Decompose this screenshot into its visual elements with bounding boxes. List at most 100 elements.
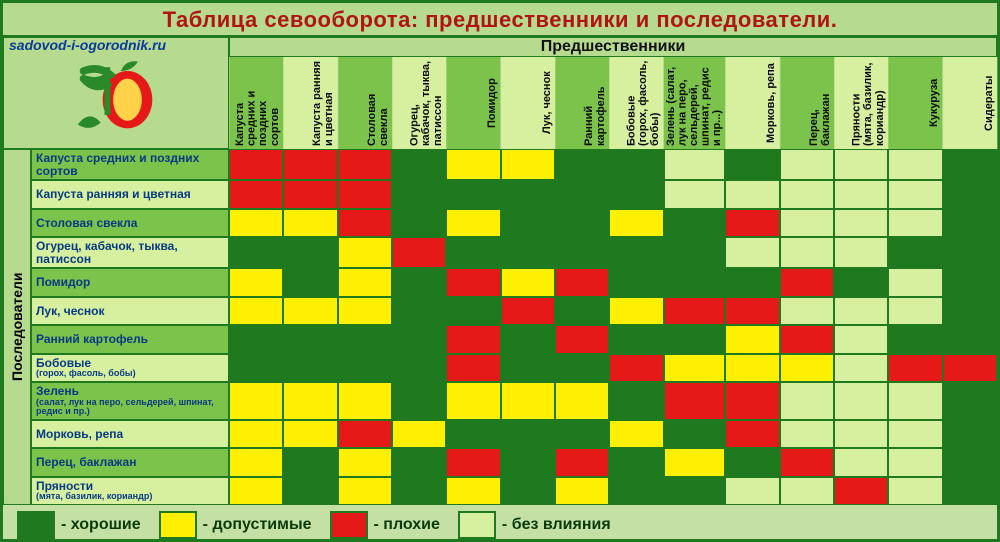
matrix-cell (780, 477, 834, 505)
col-header: Лук, чеснок (501, 57, 555, 149)
matrix-cell (888, 382, 942, 419)
matrix-cell (501, 477, 555, 505)
matrix-cell (609, 448, 663, 476)
matrix-cell (725, 325, 779, 353)
matrix-cell (664, 354, 726, 382)
matrix-cell (780, 420, 834, 448)
matrix-cell (446, 297, 500, 325)
legend-label: - без влияния (502, 516, 611, 534)
matrix-cell (888, 354, 942, 382)
legend-swatch (17, 511, 55, 539)
row-header: Перец, баклажан (31, 448, 229, 476)
matrix-cell (283, 209, 337, 237)
matrix-cell (229, 180, 283, 208)
matrix-cell (501, 209, 555, 237)
matrix-cell (834, 180, 888, 208)
matrix-cell (943, 448, 997, 476)
matrix-cell (664, 382, 726, 419)
matrix-cell (609, 209, 663, 237)
matrix-cell (501, 297, 555, 325)
matrix-cell (664, 149, 726, 180)
matrix-cell (446, 180, 500, 208)
col-header: Капуста ранняя и цветная (283, 57, 337, 149)
matrix-cell (725, 477, 779, 505)
matrix-cell (555, 268, 609, 296)
matrix-cell (609, 325, 663, 353)
row-header: Капуста средних и поздних сортов (31, 149, 229, 180)
legend-item: - плохие (330, 511, 440, 539)
matrix-cell (446, 448, 500, 476)
matrix-cell (392, 180, 446, 208)
legend-swatch (330, 511, 368, 539)
matrix-cell (501, 268, 555, 296)
matrix-cell (888, 268, 942, 296)
matrix-cell (446, 382, 500, 419)
matrix-cell (609, 297, 663, 325)
matrix-cell (229, 325, 283, 353)
matrix-cell (392, 354, 446, 382)
matrix-cell (609, 354, 663, 382)
matrix-cell (283, 382, 337, 419)
matrix-cell (555, 209, 609, 237)
matrix-cell (725, 297, 779, 325)
matrix-cell (392, 477, 446, 505)
matrix-cell (283, 268, 337, 296)
matrix-cell (392, 149, 446, 180)
matrix-cell (725, 180, 779, 208)
matrix-cell (229, 237, 283, 268)
matrix-cell (283, 297, 337, 325)
matrix-cell (609, 420, 663, 448)
matrix-cell (501, 382, 555, 419)
matrix-cell (664, 325, 726, 353)
matrix-cell (501, 354, 555, 382)
matrix-cell (664, 180, 726, 208)
matrix-cell (446, 237, 500, 268)
matrix-cell (888, 325, 942, 353)
col-header: Капуста средних и поздних сортов (229, 57, 283, 149)
matrix-cell (888, 209, 942, 237)
matrix-cell (392, 448, 446, 476)
legend-item: - допустимые (159, 511, 312, 539)
col-header: Ранний картофель (555, 57, 609, 149)
page-frame: Таблица севооборота: предшественники и п… (0, 0, 1000, 542)
matrix-cell (229, 209, 283, 237)
matrix-cell (338, 420, 392, 448)
matrix-cell (555, 237, 609, 268)
col-header: Помидор (446, 57, 500, 149)
col-header: Перец, баклажан (780, 57, 834, 149)
row-header: Огурец, кабачок, тыква, патиссон (31, 237, 229, 268)
matrix-cell (229, 477, 283, 505)
matrix-cell (609, 268, 663, 296)
matrix-cell (780, 354, 834, 382)
chart-title: Таблица севооборота: предшественники и п… (3, 3, 997, 37)
row-header: Зелень(салат, лук на перо, сельдерей, шп… (31, 382, 229, 419)
matrix-cell (780, 268, 834, 296)
matrix-cell (888, 448, 942, 476)
matrix-cell (780, 149, 834, 180)
matrix-cell (664, 477, 726, 505)
matrix-cell (392, 237, 446, 268)
col-header: Сидераты (943, 57, 997, 149)
matrix-cell (501, 420, 555, 448)
matrix-cell (834, 354, 888, 382)
matrix-cell (664, 237, 726, 268)
matrix-cell (338, 325, 392, 353)
matrix-cell (283, 325, 337, 353)
legend-item: - хорошие (17, 511, 141, 539)
matrix-cell (555, 420, 609, 448)
matrix-cell (664, 268, 726, 296)
matrix-cell (338, 268, 392, 296)
matrix-cell (943, 209, 997, 237)
matrix-cell (664, 420, 726, 448)
matrix-cell (446, 149, 500, 180)
matrix-cell (555, 382, 609, 419)
matrix-cell (392, 325, 446, 353)
matrix-cell (392, 268, 446, 296)
matrix-cell (780, 180, 834, 208)
matrix-cell (834, 209, 888, 237)
successors-header: Последователи (3, 149, 31, 505)
matrix-cell (725, 448, 779, 476)
matrix-cell (609, 149, 663, 180)
matrix-cell (725, 209, 779, 237)
matrix-cell (725, 382, 779, 419)
